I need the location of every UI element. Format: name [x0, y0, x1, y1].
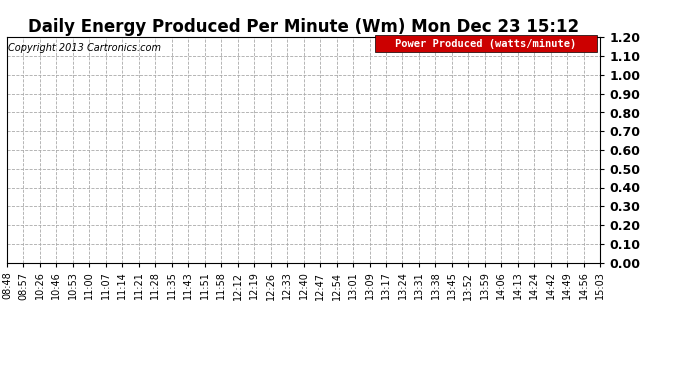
FancyBboxPatch shape [375, 35, 598, 52]
Title: Daily Energy Produced Per Minute (Wm) Mon Dec 23 15:12: Daily Energy Produced Per Minute (Wm) Mo… [28, 18, 579, 36]
Text: Power Produced (watts/minute): Power Produced (watts/minute) [395, 39, 577, 49]
Text: Copyright 2013 Cartronics.com: Copyright 2013 Cartronics.com [8, 43, 161, 53]
